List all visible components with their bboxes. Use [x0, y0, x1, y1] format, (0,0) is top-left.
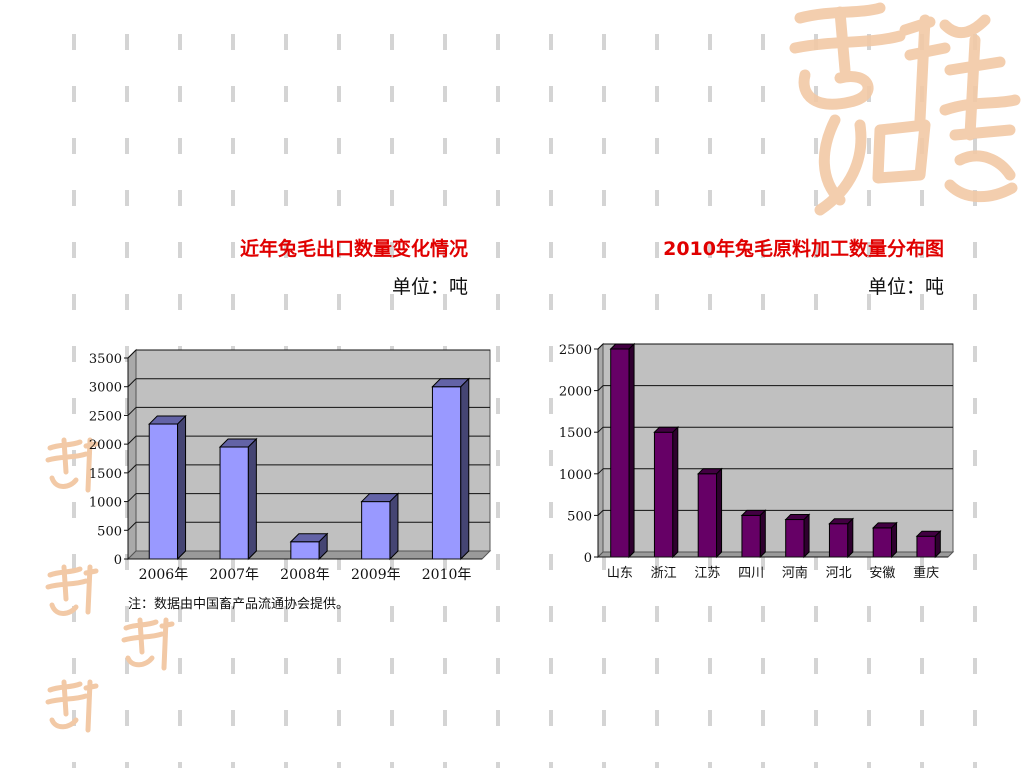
- gridline-side: [127, 521, 137, 531]
- bar: [218, 437, 258, 561]
- y-tick-label: 1500: [89, 467, 122, 482]
- bar-front: [785, 519, 805, 558]
- bar: [609, 342, 636, 559]
- bar-front: [697, 473, 718, 558]
- x-tick-label: 2009年: [351, 567, 401, 583]
- y-tick-label: 500: [97, 524, 122, 539]
- gridline-side: [597, 343, 604, 350]
- y-tick-label: 2000: [89, 438, 122, 453]
- gridline-side: [127, 407, 137, 416]
- bar-side: [934, 529, 941, 559]
- y-tick-label: 1000: [559, 468, 592, 483]
- bar: [740, 509, 767, 559]
- gridline-side: [597, 510, 604, 516]
- y-tick-label: 0: [114, 553, 122, 568]
- gridline-side: [597, 385, 604, 391]
- bar-front: [610, 348, 630, 558]
- bar: [784, 513, 811, 559]
- bar-side: [803, 513, 810, 559]
- bar-front: [741, 514, 761, 558]
- data-source-note: 注：数据由中国畜产品流通协会提供。: [128, 597, 350, 612]
- gridline-side: [127, 435, 137, 445]
- y-tick-label: 3500: [89, 352, 122, 367]
- bar: [148, 414, 187, 561]
- bar: [653, 425, 680, 559]
- bar-front: [828, 523, 849, 558]
- y-tick-label: 2500: [559, 343, 592, 358]
- y-tick-label: 500: [567, 509, 592, 524]
- chart1-title: 近年兔毛出口数量变化情况: [239, 238, 468, 260]
- y-tick-label: 1000: [89, 496, 122, 511]
- gridline-side: [127, 349, 137, 359]
- bar: [828, 517, 855, 559]
- x-tick-label: 2007年: [209, 567, 259, 583]
- gridline-side: [127, 493, 137, 502]
- bar-side: [389, 492, 399, 561]
- bar-side: [891, 521, 898, 559]
- y-tick-label: 2500: [89, 409, 122, 424]
- bar-side: [460, 377, 470, 561]
- x-tick-label: 重庆: [913, 565, 939, 581]
- y-tick-label: 2000: [559, 385, 592, 400]
- bar-front: [148, 423, 179, 560]
- bar-side: [672, 425, 679, 559]
- bar-side: [716, 467, 723, 559]
- x-tick-label: 2010年: [422, 567, 472, 583]
- bar: [360, 492, 400, 561]
- x-tick-label: 河南: [782, 565, 808, 581]
- bar-side: [847, 517, 854, 559]
- bar-side: [177, 414, 187, 561]
- x-tick-label: 2008年: [280, 567, 330, 583]
- plot-floor: [596, 551, 955, 558]
- bar: [289, 532, 329, 561]
- bar: [431, 377, 470, 561]
- chart2-unit: 单位：吨: [867, 276, 944, 298]
- bar-front: [916, 535, 936, 558]
- gridline-side: [127, 378, 137, 388]
- bar: [871, 521, 898, 559]
- bar: [915, 529, 942, 559]
- gridline-side: [597, 468, 604, 475]
- x-tick-label: 2006年: [139, 567, 189, 583]
- gridline-side: [127, 464, 137, 474]
- y-tick-label: 1500: [559, 426, 592, 441]
- chart1-unit: 单位：吨: [391, 276, 468, 298]
- chart2-title: 2010年兔毛原料加工数量分布图: [663, 238, 944, 260]
- bar-front: [219, 446, 249, 560]
- bar-front: [872, 527, 893, 558]
- plot-area: [135, 349, 491, 552]
- x-tick-label: 山东: [607, 566, 633, 581]
- bar-side: [628, 342, 635, 559]
- plot-side-wall: [597, 342, 604, 559]
- bar-front: [653, 431, 674, 558]
- gridline-side: [597, 426, 604, 433]
- x-tick-label: 浙江: [651, 566, 677, 581]
- bar: [696, 467, 723, 559]
- bar-side: [318, 532, 328, 561]
- bar-side: [759, 509, 766, 559]
- x-tick-label: 四川: [738, 566, 764, 581]
- y-tick-label: 3000: [89, 381, 122, 396]
- bar-side: [247, 437, 257, 561]
- auspicious-calligraphy-seal-icon: [45, 2, 1021, 733]
- x-tick-label: 河北: [826, 566, 852, 581]
- y-tick-label: 0: [584, 551, 592, 566]
- x-tick-label: 江苏: [694, 565, 720, 581]
- x-tick-label: 安徽: [869, 566, 895, 581]
